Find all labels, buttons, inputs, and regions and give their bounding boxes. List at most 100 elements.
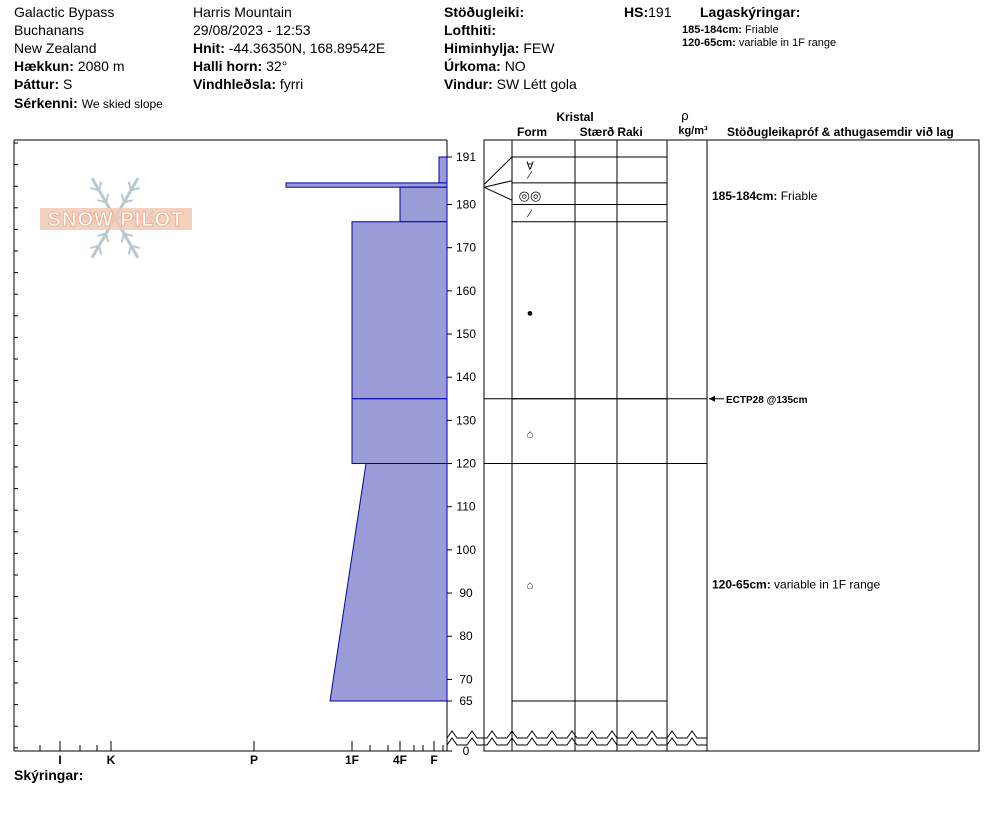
- snowflake-branch: [127, 181, 132, 191]
- wind-label: Vindur:: [444, 76, 493, 92]
- aspect-row: Þáttur: S: [14, 76, 72, 92]
- snowflake-branch: [123, 232, 133, 237]
- hardness-layer: [329, 463, 448, 702]
- legend-range: 185-184cm:: [682, 24, 742, 36]
- comments-label: Skýringar:: [14, 767, 84, 783]
- depth-tick-label: 65: [459, 694, 473, 708]
- legend-title: Lagaskýringar:: [700, 4, 801, 20]
- hardness-layers: [285, 156, 448, 702]
- snowpilot-logo: SNOW PILOT: [40, 177, 192, 259]
- snowflake-branch: [130, 186, 140, 192]
- depth-tick-label: 150: [456, 327, 476, 341]
- depth-tick-label: 70: [459, 672, 473, 686]
- depth-tick-label: 180: [456, 197, 476, 211]
- area-name: Buchanans: [14, 22, 85, 38]
- hardness-layer: [399, 186, 448, 223]
- depth-tick-label: 170: [456, 241, 476, 255]
- crystal-symbol: ∀: [526, 161, 534, 173]
- depth-tick-label: 80: [459, 629, 473, 643]
- wind-loading-label: Vindhleðsla:: [193, 76, 276, 92]
- stability-label: Stöðugleiki:: [444, 4, 525, 20]
- crystal-symbol: ⁄: [526, 208, 533, 220]
- wind-loading-row: Vindhleðsla: fyrri: [193, 76, 303, 92]
- snowflake-branch: [120, 233, 125, 243]
- hardness-tick-label: F: [430, 753, 437, 767]
- table-border: [483, 139, 980, 752]
- legend-item: 185-184cm: Friable: [682, 24, 779, 37]
- depth-tick-label: 110: [456, 500, 475, 514]
- depth-tick-label: 90: [459, 586, 473, 600]
- hardness-tick-label: K: [107, 753, 116, 767]
- legend-text: variable in 1F range: [738, 37, 837, 49]
- logo-banner: [40, 208, 192, 230]
- wind-loading-value: fyrri: [279, 76, 304, 92]
- hardness-layer: [438, 156, 448, 184]
- legend-item: 120-65cm: variable in 1F range: [682, 37, 836, 50]
- snowflake-branch: [90, 244, 100, 250]
- crystal-symbol: ⁄: [526, 169, 533, 181]
- snowflake-branch: [127, 245, 132, 255]
- air-temp-label: Lofthiti:: [444, 22, 497, 38]
- hardness-tick-label: 1F: [345, 753, 359, 767]
- tests-header: Stöðugleikapróf & athugasemdir við lag: [727, 125, 954, 139]
- aspect-value: S: [63, 76, 73, 92]
- test-label: ECTP28 @135cm: [726, 395, 808, 406]
- hardness-tick-label: P: [250, 753, 258, 767]
- hardness-axis: I K P 1F 4F F: [39, 741, 444, 767]
- layer-connector: [483, 186, 513, 201]
- coords-row: Hnit: -44.36350N, 168.89542E: [193, 40, 385, 56]
- axis-break-zigzag: [446, 737, 707, 746]
- wind-value: SW Létt gola: [496, 76, 577, 92]
- hardness-layer: [285, 182, 448, 188]
- layer-comment-text: variable in 1F range: [771, 577, 881, 591]
- form-header: Form: [517, 125, 547, 139]
- hardness-layer: [351, 398, 448, 465]
- coords-value: -44.36350N, 168.89542E: [228, 40, 386, 56]
- depth-tick-label: 160: [456, 284, 476, 298]
- snowflake-branch: [105, 233, 110, 243]
- crystal-symbol: ◎◎: [519, 188, 542, 203]
- sky-label: Himinhylja:: [444, 40, 520, 56]
- snowflake-branch: [105, 193, 110, 203]
- snowflake-branch: [97, 232, 107, 237]
- features-row: Sérkenni: We skied slope: [14, 95, 163, 112]
- layer-comment-range: 185-184cm:: [712, 189, 777, 203]
- layer-comment-text: Friable: [777, 189, 817, 203]
- depth-axis: 191 180 170 160 150 140 130 120 110 100 90 80 70 65 0: [447, 150, 476, 758]
- layer-comment-range: 120-65cm:: [712, 577, 771, 591]
- depth-tick-label: 0: [463, 744, 470, 758]
- density-symbol: ρ: [681, 108, 688, 123]
- snowflake-branch: [120, 193, 125, 203]
- elevation-row: Hækkun: 2080 m: [14, 58, 125, 74]
- hardness-layer: [351, 221, 448, 400]
- axis-break-zigzag: [446, 730, 707, 739]
- precip-label: Úrkoma:: [444, 58, 501, 74]
- hs-label: HS:: [624, 4, 649, 20]
- sky-value: FEW: [523, 40, 555, 56]
- snowflake-branch: [98, 181, 103, 191]
- depth-tick-label: 191: [456, 150, 476, 164]
- crystal-symbol: ●: [527, 307, 534, 319]
- legend-text: Friable: [745, 24, 779, 36]
- country-name: New Zealand: [14, 40, 97, 56]
- moisture-header: Raki: [617, 125, 642, 139]
- layer-connector: [483, 156, 513, 185]
- layer-connector: [483, 180, 513, 188]
- hardness-tick-label: 4F: [393, 753, 407, 767]
- coords-label: Hnit:: [193, 40, 225, 56]
- hs-row: HS:191: [624, 4, 671, 20]
- snowflake-branch: [123, 199, 133, 204]
- aspect-label: Þáttur:: [14, 76, 60, 92]
- snowflake-branch: [130, 244, 140, 250]
- depth-tick-label: 130: [456, 413, 476, 427]
- precip-row: Úrkoma: NO: [444, 58, 526, 74]
- layer-comment: 185-184cm: Friable: [712, 189, 818, 203]
- crystal-symbol: ⌂: [527, 428, 534, 440]
- sky-row: Himinhylja: FEW: [444, 40, 554, 56]
- density-unit: kg/m³: [678, 125, 708, 137]
- elevation-value: 2080 m: [77, 58, 125, 74]
- snowflake-branch: [97, 199, 107, 204]
- hardness-tick-label: I: [58, 753, 61, 767]
- slope-label: Halli horn:: [193, 58, 263, 74]
